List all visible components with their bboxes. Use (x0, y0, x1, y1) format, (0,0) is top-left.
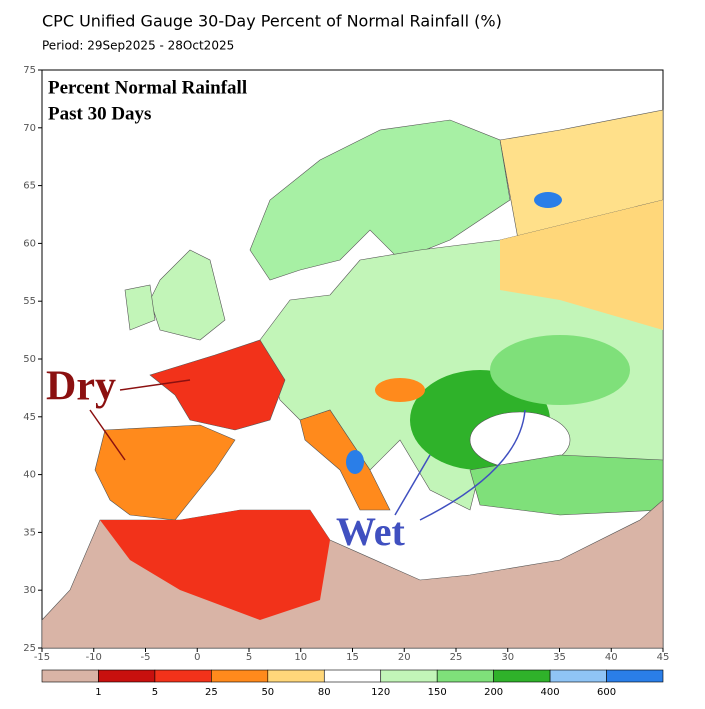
legend-swatch (436, 669, 494, 683)
legend-label: 120 (371, 687, 390, 698)
legend-swatch (380, 669, 438, 683)
inset-subtitle: Past 30 Days (48, 103, 151, 124)
legend-swatch (493, 669, 551, 683)
land (124, 284, 156, 331)
lat-tick-label: 35 (23, 527, 36, 538)
lat-tick-label: 70 (23, 123, 36, 134)
legend-swatch (98, 669, 156, 683)
legend-label: 200 (484, 687, 503, 698)
legend-swatch (154, 669, 212, 683)
lon-tick-label: 10 (294, 652, 307, 663)
legend-label: 80 (318, 687, 331, 698)
arrow (394, 454, 431, 516)
lat-tick-label: 40 (23, 470, 36, 481)
land (149, 339, 286, 431)
arrow (419, 409, 526, 521)
annotation-wet: Wet (336, 509, 406, 554)
lon-tick-label: 45 (657, 652, 670, 663)
legend-swatch (549, 669, 607, 683)
title: CPC Unified Gauge 30-Day Percent of Norm… (42, 12, 502, 31)
lat-tick-label: 30 (23, 585, 36, 596)
land (299, 409, 391, 511)
legend-label: 25 (205, 687, 218, 698)
legend-label: 600 (597, 687, 616, 698)
lon-tick-label: 15 (346, 652, 359, 663)
lon-tick-label: 40 (605, 652, 618, 663)
land (249, 119, 511, 281)
lat-tick-label: 65 (23, 181, 36, 192)
lat-tick-label: 60 (23, 238, 36, 249)
annotation-dry: Dry (46, 364, 116, 410)
lat-tick-label: 25 (23, 643, 36, 654)
lon-tick-label: -15 (34, 652, 50, 663)
wet-spot (534, 192, 562, 208)
legend-label: 400 (541, 687, 560, 698)
lon-tick-label: 35 (553, 652, 566, 663)
legend-label: 150 (428, 687, 447, 698)
lon-tick-label: 25 (450, 652, 463, 663)
map: Percent Normal Rainfall Past 30 Days Dry… (41, 69, 664, 649)
inset-title: Percent Normal Rainfall (48, 77, 247, 98)
legend-swatch (41, 669, 99, 683)
wet-spot (346, 450, 364, 474)
lat-tick-label: 45 (23, 412, 36, 423)
arrow (119, 379, 191, 391)
period: Period: 29Sep2025 - 28Oct2025 (42, 39, 234, 53)
lon-tick-label: 30 (501, 652, 514, 663)
lat-tick-label: 55 (23, 296, 36, 307)
legend-swatch (323, 669, 382, 683)
dry-region (100, 510, 330, 620)
lon-tick-label: 20 (398, 652, 411, 663)
legend-label: 5 (152, 687, 158, 698)
lon-tick-label: -10 (86, 652, 102, 663)
legend-label: 1 (95, 687, 101, 698)
dry-region (500, 200, 663, 330)
lon-tick-label: 5 (246, 652, 252, 663)
lat-tick-label: 75 (23, 65, 36, 76)
arrow (89, 409, 126, 461)
legend-swatch (211, 669, 269, 683)
wet-region (490, 335, 630, 405)
dry-region (375, 378, 425, 402)
lat-tick-label: 50 (23, 354, 36, 365)
lon-tick-label: 0 (194, 652, 200, 663)
lon-tick-label: -5 (141, 652, 151, 663)
legend-swatch (606, 669, 664, 683)
legend-label: 50 (261, 687, 274, 698)
legend-swatch (267, 669, 325, 683)
